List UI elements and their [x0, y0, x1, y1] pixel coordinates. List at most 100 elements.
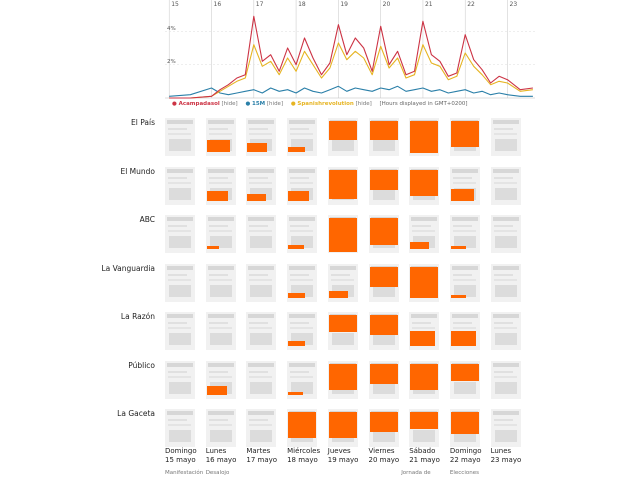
thumbnail-decoration: [249, 181, 273, 184]
front-page-thumbnail[interactable]: [246, 263, 277, 302]
front-page-thumbnail[interactable]: [449, 409, 480, 447]
coverage-block: [247, 143, 268, 152]
coverage-block: [450, 412, 479, 434]
front-page-thumbnail[interactable]: [449, 118, 480, 156]
front-page-thumbnail[interactable]: [205, 118, 236, 156]
front-page-thumbnail[interactable]: [287, 215, 318, 253]
coverage-block: [328, 315, 357, 332]
front-page-thumbnail[interactable]: [327, 360, 358, 399]
front-page-thumbnail[interactable]: [490, 118, 521, 156]
front-page-thumbnail[interactable]: [409, 215, 440, 253]
thumbnail-decoration: [492, 411, 519, 415]
front-page-thumbnail[interactable]: [246, 409, 277, 447]
front-page-thumbnail[interactable]: [165, 263, 195, 302]
front-page-thumbnail[interactable]: [368, 118, 399, 156]
thumbnail-decoration: [493, 133, 517, 135]
coverage-block: [288, 391, 304, 395]
front-page-thumbnail[interactable]: [409, 166, 440, 205]
legend-item-spanishrevolution[interactable]: ● Spanishrevolution [hide]: [291, 101, 374, 107]
front-page-thumbnail[interactable]: [490, 215, 521, 253]
front-page-thumbnail[interactable]: [449, 166, 480, 205]
legend-hide-link[interactable]: [hide]: [355, 101, 372, 107]
front-page-thumbnail[interactable]: [409, 409, 440, 447]
thumbnail-decoration: [372, 139, 395, 151]
front-page-thumbnail[interactable]: [490, 166, 521, 205]
front-page-thumbnail[interactable]: [368, 360, 399, 399]
front-page-thumbnail[interactable]: [490, 312, 521, 350]
front-page-thumbnail[interactable]: [246, 312, 277, 350]
thumbnail-decoration: [249, 133, 273, 135]
front-page-thumbnail[interactable]: [205, 263, 236, 302]
front-page-thumbnail[interactable]: [368, 263, 399, 302]
thumbnail-decoration: [250, 381, 273, 394]
thumbnail-decoration: [208, 370, 228, 373]
coverage-block: [328, 218, 357, 252]
x-tick-label: 21: [425, 1, 433, 8]
x-tick-label: 20: [383, 1, 391, 8]
front-page-thumbnail[interactable]: [449, 263, 480, 302]
thumbnail-decoration: [452, 225, 472, 227]
thumbnail-decoration: [249, 128, 269, 130]
front-page-thumbnail[interactable]: [449, 360, 480, 399]
front-page-thumbnail[interactable]: [409, 312, 440, 350]
thumbnail-decoration: [494, 381, 517, 394]
front-page-thumbnail[interactable]: [327, 409, 358, 447]
thumbnail-decoration: [290, 225, 310, 227]
front-page-thumbnail[interactable]: [490, 263, 521, 302]
thumbnail-decoration: [208, 375, 232, 378]
front-page-thumbnail[interactable]: [368, 409, 399, 447]
thumbnail-decoration: [169, 236, 191, 248]
front-page-thumbnail[interactable]: [368, 215, 399, 253]
front-page-thumbnail[interactable]: [165, 215, 195, 253]
front-page-thumbnail[interactable]: [165, 312, 195, 350]
front-page-thumbnail[interactable]: [327, 118, 358, 156]
front-page-thumbnail[interactable]: [368, 166, 399, 205]
front-page-thumbnail[interactable]: [205, 360, 236, 399]
front-page-thumbnail[interactable]: [287, 409, 318, 447]
front-page-thumbnail[interactable]: [246, 118, 277, 156]
thumbnail-decoration: [453, 236, 476, 248]
front-page-thumbnail[interactable]: [205, 166, 236, 205]
front-page-thumbnail[interactable]: [287, 263, 318, 302]
front-page-thumbnail[interactable]: [327, 166, 358, 205]
front-page-thumbnail[interactable]: [490, 409, 521, 447]
series-line-15m: [169, 85, 533, 97]
front-page-thumbnail[interactable]: [327, 263, 358, 302]
front-page-thumbnail[interactable]: [165, 409, 195, 447]
series-line-spanishrevolution: [169, 42, 533, 99]
front-page-thumbnail[interactable]: [246, 166, 277, 205]
front-page-thumbnail[interactable]: [287, 360, 318, 399]
front-page-thumbnail[interactable]: [409, 263, 440, 302]
front-page-thumbnail[interactable]: [490, 360, 521, 399]
front-page-thumbnail[interactable]: [449, 215, 480, 253]
front-page-thumbnail[interactable]: [368, 312, 399, 350]
legend-hide-link[interactable]: [hide]: [221, 101, 238, 107]
front-page-thumbnail[interactable]: [205, 409, 236, 447]
front-page-thumbnail[interactable]: [205, 215, 236, 253]
front-page-thumbnail[interactable]: [327, 312, 358, 350]
front-page-thumbnail[interactable]: [449, 312, 480, 350]
thumbnail-decoration: [208, 322, 228, 324]
thumbnail-decoration: [290, 370, 310, 373]
legend-hide-link[interactable]: [hide]: [266, 101, 284, 107]
front-page-thumbnail[interactable]: [287, 312, 318, 350]
thumbnail-decoration: [208, 176, 228, 179]
front-page-thumbnail[interactable]: [287, 166, 318, 205]
front-page-thumbnail[interactable]: [205, 312, 236, 350]
front-page-thumbnail[interactable]: [246, 215, 277, 253]
front-page-thumbnail[interactable]: [409, 118, 440, 156]
thumbnail-decoration: [169, 187, 191, 200]
thumbnail-decoration: [452, 230, 476, 232]
front-page-thumbnail[interactable]: [165, 166, 195, 205]
front-page-thumbnail[interactable]: [165, 360, 195, 399]
coverage-block: [369, 266, 398, 287]
front-page-thumbnail[interactable]: [327, 215, 358, 253]
front-page-thumbnail[interactable]: [246, 360, 277, 399]
day-date: 23 mayo: [490, 456, 522, 464]
legend-item-acampadasol[interactable]: ● Acampadasol [hide]: [172, 101, 239, 107]
front-page-thumbnail[interactable]: [287, 118, 318, 156]
front-page-thumbnail[interactable]: [409, 360, 440, 399]
newspaper-label: La Vanguardia: [101, 263, 155, 273]
legend-item-15m[interactable]: ● 15M [hide]: [245, 101, 284, 107]
front-page-thumbnail[interactable]: [165, 118, 195, 156]
